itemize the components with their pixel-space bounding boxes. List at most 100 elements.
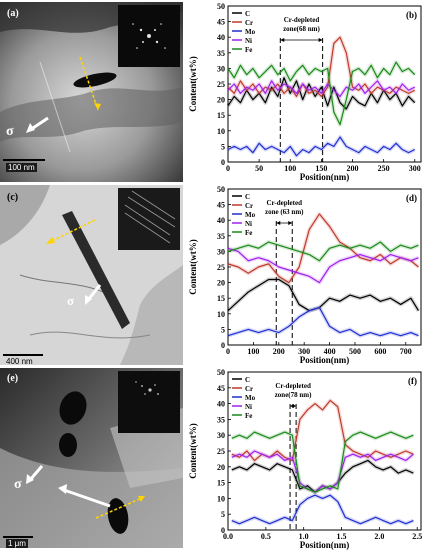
diffraction-inset-e (118, 371, 180, 433)
panel-tag-c: (c) (7, 192, 19, 203)
y-tick-label: 5 (221, 142, 225, 151)
zone-arrowhead-right (288, 221, 293, 225)
y-tick-label: 0 (221, 158, 225, 167)
y-tick-label: 30 (217, 247, 225, 256)
x-tick-label: 400 (324, 347, 336, 356)
x-tick-label: 200 (347, 164, 359, 173)
y-tick-label: 20 (217, 96, 225, 105)
x-tick-label: 150 (315, 164, 327, 173)
y-tick-label: 40 (217, 33, 225, 42)
y-tick-label: 15 (217, 479, 225, 488)
y-tick-label: 5 (221, 325, 225, 334)
y-axis-label: Content(wt%) (188, 423, 198, 479)
sigma-label-c: σ (67, 293, 75, 308)
legend-label-c: C (245, 376, 250, 384)
legend-label-mo: Mo (245, 28, 256, 36)
chart-tag: (d) (406, 193, 417, 203)
y-tick-label: 40 (217, 216, 225, 225)
legend-label-ni: Ni (245, 37, 252, 45)
micrograph-e (0, 368, 183, 548)
micrograph-c (0, 185, 183, 365)
series-line-fe (227, 61, 416, 126)
y-tick-label: 45 (217, 18, 225, 27)
y-tick-label: 5 (221, 510, 225, 519)
chart-tag: (b) (406, 10, 417, 20)
panel-tag-e: (e) (7, 373, 19, 384)
zone-annotation-line2: zone (63 nm) (265, 208, 304, 216)
y-tick-label: 45 (217, 201, 225, 210)
x-tick-label: 100 (284, 164, 296, 173)
zone-arrowhead-left (276, 221, 281, 225)
series-line-fe (227, 241, 419, 262)
zone-annotation-line2: zone(68 nm) (283, 25, 320, 33)
legend-label-c: C (245, 10, 250, 18)
panel-tag-a: (a) (7, 8, 19, 19)
y-tick-label: 50 (217, 368, 225, 377)
zone-annotation-line1: Cr-depleted (275, 382, 311, 390)
zone-arrowhead-right (318, 38, 323, 42)
zone-arrowhead-right (292, 404, 297, 408)
y-tick-label: 10 (217, 127, 225, 136)
y-tick-label: 45 (217, 384, 225, 393)
x-tick-label: 500 (349, 347, 361, 356)
legend-label-fe: Fe (245, 46, 252, 54)
series-line-cr (227, 213, 419, 284)
y-tick-label: 35 (217, 415, 225, 424)
zone-annotation-line1: Cr-depleted (266, 199, 302, 207)
sigma-label-a: σ (6, 124, 14, 139)
y-tick-label: 40 (217, 400, 225, 409)
y-tick-label: 10 (217, 494, 225, 503)
zone-annotation: Cr-depleted zone (63 nm) (265, 199, 304, 216)
x-tick-label: 700 (400, 347, 412, 356)
x-axis-label: Position(nm) (300, 172, 350, 182)
series-line-ni (231, 450, 414, 493)
x-axis-label: Position(nm) (300, 355, 350, 365)
x-tick-label: 0 (226, 347, 230, 356)
legend-label-ni: Ni (245, 220, 252, 228)
x-tick-label: 250 (378, 164, 390, 173)
micrograph-a (0, 2, 183, 182)
x-tick-label: 50 (255, 164, 263, 173)
x-tick-label: 1.0 (299, 532, 309, 541)
y-tick-label: 15 (217, 111, 225, 120)
y-tick-label: 25 (217, 263, 225, 272)
y-tick-label: 35 (217, 49, 225, 58)
y-tick-label: 30 (217, 431, 225, 440)
y-tick-label: 20 (217, 463, 225, 472)
scale-bar-label-c: 400 nm (6, 357, 33, 366)
scale-bar-label-a: 100 nm (6, 163, 37, 172)
legend-label-fe: Fe (245, 229, 252, 237)
x-tick-label: 300 (298, 347, 310, 356)
x-tick-label: 0.0 (223, 532, 233, 541)
series-line-ni (227, 80, 416, 98)
y-tick-label: 35 (217, 232, 225, 241)
x-tick-label: 200 (273, 347, 285, 356)
legend-label-cr: Cr (245, 202, 253, 210)
legend-label-fe: Fe (245, 412, 252, 420)
zone-arrowhead-left (280, 38, 285, 42)
series-line-mo (227, 136, 416, 157)
y-tick-label: 0 (221, 341, 225, 350)
y-tick-label: 30 (217, 64, 225, 73)
series-line-mo (227, 306, 419, 337)
x-axis-label: Position(nm) (300, 540, 350, 550)
y-tick-label: 10 (217, 310, 225, 319)
legend-label-cr: Cr (245, 19, 253, 27)
legend-label-cr: Cr (245, 385, 253, 393)
x-tick-label: 2.5 (412, 532, 422, 541)
y-tick-label: 0 (221, 526, 225, 535)
x-tick-label: 1.5 (337, 532, 347, 541)
line-chart-d: 0 5 10 15 20 25 30 35 40 45 50 0 100 200 300 400 500 600 7… (186, 183, 431, 365)
series-line-ni (227, 247, 419, 284)
legend-label-c: C (245, 193, 250, 201)
line-chart-b: 0 5 10 15 20 25 30 35 40 45 50 0 50 100 150 200 250 300 Po… (186, 0, 431, 182)
sigma-label-e: σ (14, 477, 22, 492)
legend-label-mo: Mo (245, 394, 256, 402)
y-tick-label: 25 (217, 80, 225, 89)
x-tick-label: 0.5 (261, 532, 271, 541)
y-axis-label: Content(wt%) (188, 56, 198, 112)
series-line-fe (231, 431, 414, 493)
x-tick-label: 2.0 (374, 532, 384, 541)
x-tick-label: 600 (374, 347, 386, 356)
x-tick-label: 0 (226, 164, 230, 173)
